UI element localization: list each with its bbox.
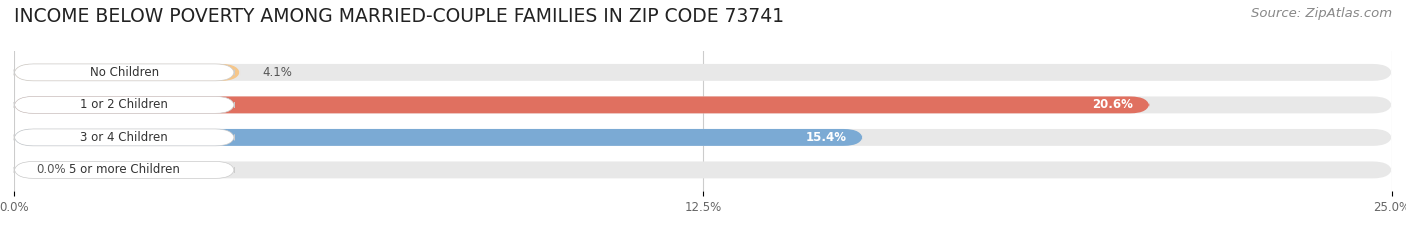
Text: INCOME BELOW POVERTY AMONG MARRIED-COUPLE FAMILIES IN ZIP CODE 73741: INCOME BELOW POVERTY AMONG MARRIED-COUPL… [14, 7, 785, 26]
FancyBboxPatch shape [14, 64, 240, 81]
FancyBboxPatch shape [14, 96, 1150, 113]
FancyBboxPatch shape [14, 96, 235, 113]
Text: 0.0%: 0.0% [37, 163, 66, 176]
FancyBboxPatch shape [14, 129, 1392, 146]
Text: 15.4%: 15.4% [806, 131, 846, 144]
Text: 20.6%: 20.6% [1092, 98, 1133, 111]
Text: 4.1%: 4.1% [262, 66, 292, 79]
FancyBboxPatch shape [14, 96, 1392, 113]
Text: No Children: No Children [90, 66, 159, 79]
FancyBboxPatch shape [14, 161, 1392, 178]
FancyBboxPatch shape [14, 161, 235, 178]
FancyBboxPatch shape [14, 64, 235, 81]
Text: Source: ZipAtlas.com: Source: ZipAtlas.com [1251, 7, 1392, 20]
FancyBboxPatch shape [14, 129, 235, 146]
Text: 5 or more Children: 5 or more Children [69, 163, 180, 176]
FancyBboxPatch shape [14, 129, 863, 146]
Text: 3 or 4 Children: 3 or 4 Children [80, 131, 169, 144]
FancyBboxPatch shape [14, 64, 1392, 81]
Text: 1 or 2 Children: 1 or 2 Children [80, 98, 169, 111]
